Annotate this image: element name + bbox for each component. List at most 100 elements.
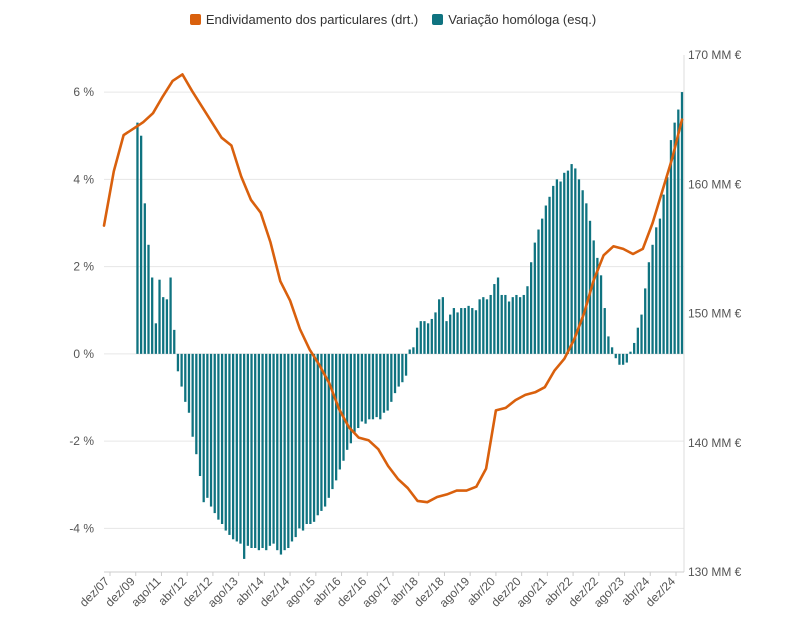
- bar: [618, 353, 621, 365]
- bar: [640, 314, 643, 354]
- bar: [599, 275, 603, 354]
- bar: [390, 353, 393, 402]
- bar: [471, 308, 474, 354]
- left-tick-label: 6 %: [73, 85, 94, 99]
- bar: [309, 353, 312, 525]
- bar: [463, 308, 467, 354]
- legend-item-variacao[interactable]: Variação homóloga (esq.): [432, 12, 596, 27]
- bar: [305, 353, 308, 525]
- bar: [669, 140, 673, 354]
- bar: [349, 353, 353, 444]
- bar: [261, 353, 264, 549]
- bar: [658, 218, 662, 354]
- bar: [610, 347, 614, 354]
- bar: [272, 353, 275, 544]
- bar: [596, 257, 599, 354]
- bar: [621, 353, 625, 365]
- bar: [331, 353, 334, 490]
- bar: [235, 353, 238, 542]
- legend-swatch-teal: [432, 14, 444, 25]
- bar: [276, 353, 279, 551]
- bar: [449, 314, 452, 354]
- bar: [445, 321, 448, 354]
- bar: [647, 262, 651, 354]
- bar: [283, 353, 286, 551]
- bar: [500, 294, 503, 354]
- bar: [511, 297, 514, 354]
- bar: [673, 122, 676, 354]
- left-tick-label: 0 %: [73, 347, 94, 361]
- bar: [478, 299, 481, 354]
- right-tick-label: 160 MM €: [688, 177, 742, 191]
- bar: [438, 299, 441, 354]
- bar: [147, 244, 150, 354]
- bar: [353, 353, 356, 433]
- bar: [327, 353, 330, 498]
- bar: [426, 323, 430, 354]
- legend-label-variacao: Variação homóloga (esq.): [448, 12, 597, 27]
- bar: [254, 353, 257, 549]
- bar: [515, 294, 518, 354]
- bar: [467, 305, 470, 354]
- bar: [662, 194, 665, 354]
- bar: [493, 284, 496, 354]
- bar: [633, 342, 636, 354]
- bars-variacao: [136, 92, 684, 559]
- left-tick-label: -2 %: [69, 434, 94, 448]
- bar: [154, 323, 157, 354]
- bar: [357, 353, 360, 429]
- bar: [522, 294, 525, 354]
- bar: [176, 353, 180, 372]
- bar: [323, 353, 327, 507]
- bar: [607, 336, 610, 354]
- bar: [169, 277, 172, 354]
- bar: [140, 135, 143, 354]
- bar: [548, 196, 551, 354]
- bar: [158, 279, 161, 354]
- bar: [368, 353, 371, 420]
- bar: [312, 353, 316, 522]
- bar: [644, 288, 647, 354]
- left-tick-label: 2 %: [73, 260, 94, 274]
- bar: [316, 353, 319, 516]
- bar: [655, 227, 658, 354]
- bar: [301, 353, 305, 531]
- bar: [298, 353, 301, 529]
- left-tick-label: -4 %: [69, 521, 94, 535]
- bar: [231, 353, 235, 540]
- bar: [496, 277, 500, 354]
- bar: [393, 353, 397, 394]
- bar: [187, 353, 191, 413]
- bar: [452, 308, 456, 354]
- bar: [360, 353, 364, 422]
- bar: [320, 353, 323, 511]
- legend-label-endividamento: Endividamento dos particulares (drt.): [205, 12, 419, 27]
- bar: [206, 353, 209, 498]
- bar: [136, 122, 139, 354]
- bar: [434, 312, 437, 354]
- bar: [239, 353, 242, 544]
- right-tick-label: 170 MM €: [688, 48, 742, 62]
- x-tick-label: ago/11: [128, 574, 163, 609]
- bar: [379, 353, 382, 420]
- bar: [224, 353, 227, 531]
- bar: [279, 353, 283, 555]
- bar: [581, 190, 584, 354]
- bar: [537, 229, 540, 354]
- bar: [489, 294, 492, 354]
- right-tick-label: 150 MM €: [688, 307, 742, 321]
- bar: [636, 327, 639, 354]
- bar: [173, 329, 176, 354]
- bar: [625, 353, 628, 363]
- bar: [162, 297, 165, 354]
- bar: [364, 353, 367, 424]
- bar: [220, 353, 224, 525]
- legend-item-endividamento[interactable]: Endividamento dos particulares (drt.): [189, 12, 419, 27]
- bar: [588, 220, 592, 354]
- bar: [423, 321, 426, 354]
- bar: [382, 353, 386, 413]
- x-tick-label: ago/15: [282, 574, 318, 610]
- bar: [397, 353, 400, 387]
- legend: Endividamento dos particulares (drt.) Va…: [0, 12, 786, 27]
- bar: [651, 244, 654, 354]
